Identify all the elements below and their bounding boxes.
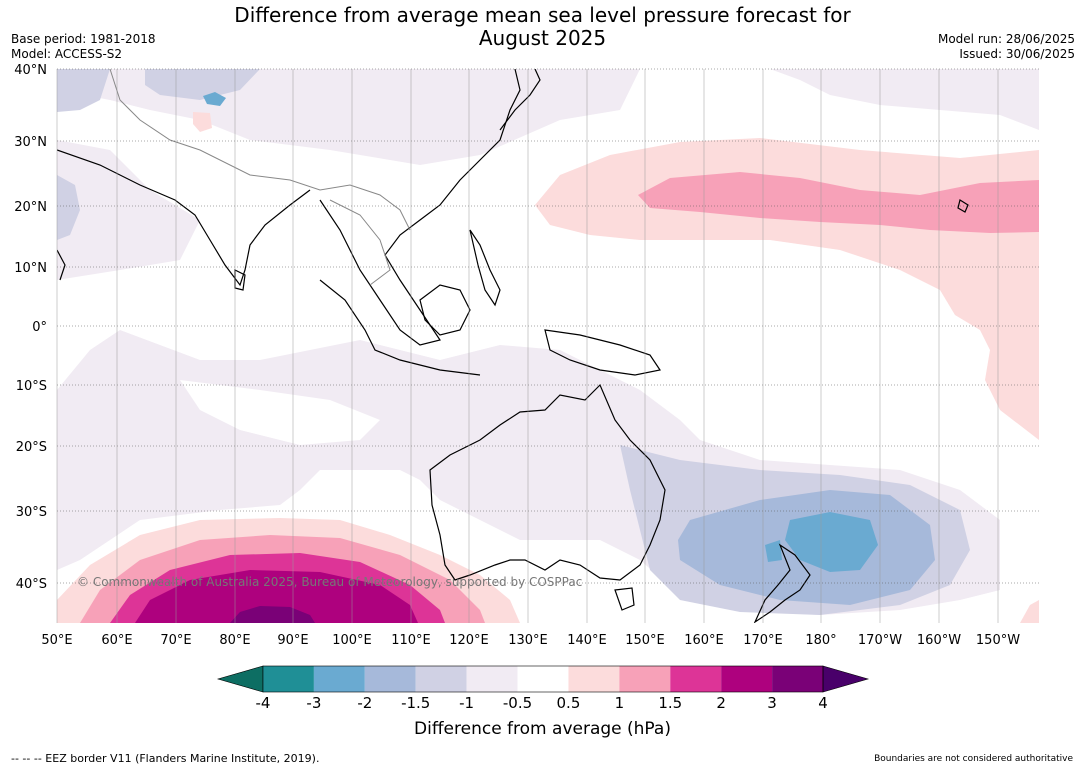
latitude-label: 0° (32, 320, 47, 335)
meta-left: Base period: 1981-2018 Model: ACCESS-S2 (11, 32, 156, 62)
colorbar-tick-label: 2 (716, 694, 726, 712)
anomaly-region-west-edge (57, 175, 80, 240)
anomaly-region-nw-lavender (57, 69, 260, 112)
coastline-borneo (419, 284, 471, 336)
graticule (56, 68, 1039, 623)
latitude-label: 30°S (16, 505, 47, 520)
coastline-arabia (57, 249, 66, 281)
colorbar-tick-label: 4 (818, 694, 828, 712)
boundary-disclaimer: Boundaries are not considered authoritat… (874, 754, 1073, 764)
anomaly-region-plus-half-se-corner (1020, 600, 1039, 623)
longitude-label: 140°E (567, 633, 607, 648)
coastline-sumatra-java (319, 279, 481, 376)
coastline-new-guinea (544, 329, 661, 376)
longitude-labels: 50°E 60°E 70°E 80°E 90°E 100°E 110°E 120°E 130°E… (41, 633, 1020, 648)
colorbar-title: Difference from average (hPa) (414, 719, 671, 739)
colorbar-segment (568, 666, 620, 692)
map-title: Difference from average mean sea level p… (0, 4, 1085, 50)
colorbar-tick-label: -3 (306, 694, 322, 712)
coastline-tasmania (614, 587, 635, 611)
model-name: Model: ACCESS-S2 (11, 47, 123, 61)
colorbar-tick-label: -1.5 (401, 694, 431, 712)
longitude-label: 60°E (101, 633, 132, 648)
longitude-label: 90°E (277, 633, 308, 648)
colorbar-tick-label: 1 (614, 694, 625, 712)
longitude-label: 100°E (332, 633, 372, 648)
colorbar-max-arrow (822, 665, 870, 693)
anomaly-region-low-northeast (770, 69, 1039, 130)
longitude-label: 170°W (858, 633, 902, 648)
colorbar-tick-label: -2 (357, 694, 373, 712)
latitude-label: 40°N (14, 63, 47, 78)
country-borders (109, 69, 411, 286)
longitude-label: 80°E (219, 633, 250, 648)
title-line-2: August 2025 (478, 26, 607, 50)
longitude-label: 160°E (684, 633, 724, 648)
coastline-philippines (469, 229, 501, 307)
anomaly-region-minus-three-small (765, 540, 782, 562)
longitude-label: 130°E (508, 633, 548, 648)
colorbar-segment (313, 666, 365, 692)
colorbar-tick-label: -1 (459, 694, 475, 712)
longitude-label: 180° (805, 633, 836, 648)
border-asia (109, 69, 411, 231)
anomaly-region-plus-three-south (230, 606, 315, 623)
latitude-label: 10°S (16, 379, 47, 394)
colorbar-min-arrow (216, 665, 264, 693)
latitude-label: 40°S (16, 577, 47, 592)
copyright-notice: © Commonwealth of Australia 2025, Bureau… (77, 575, 582, 589)
model-run: Model run: 28/06/2025 (937, 32, 1075, 46)
coastline-india (57, 149, 311, 287)
eez-legend-note: -- -- -- EEZ border V11 (Flanders Marine… (11, 752, 320, 765)
coastline-japan (499, 69, 541, 131)
meta-right: Model run: 28/06/2025 Issued: 30/06/2025 (938, 32, 1075, 62)
latitude-labels: 40°N 30°N 20°N 10°N 0° 10°S 20°S 30°S 40°S (14, 63, 47, 592)
longitude-label: 160°W (917, 633, 961, 648)
longitude-label: 150°W (976, 633, 1020, 648)
latitude-label: 20°N (14, 200, 47, 215)
coastline-hawaii (957, 199, 969, 213)
title-line-1: Difference from average mean sea level p… (234, 3, 851, 27)
anomaly-region-minus-three (785, 512, 878, 572)
issued-date: Issued: 30/06/2025 (959, 47, 1075, 61)
colorbar-segment (670, 666, 722, 692)
longitude-label: 50°E (41, 633, 72, 648)
colorbar-segment (466, 666, 518, 692)
colorbar-tick-label: -4 (255, 694, 271, 712)
anomaly-region-plus-two-south (135, 570, 418, 623)
longitude-label: 110°E (391, 633, 431, 648)
anomaly-region-interior-white (180, 380, 380, 445)
longitude-label: 70°E (160, 633, 191, 648)
colorbar-segment (263, 666, 314, 692)
border-indochina (329, 199, 391, 286)
colorbar (216, 665, 870, 693)
colorbar-tick-label: 0.5 (556, 694, 581, 712)
longitude-label: 120°E (449, 633, 489, 648)
longitude-label: 150°E (625, 633, 665, 648)
colorbar-segment (415, 666, 467, 692)
colorbar-segment (619, 666, 671, 692)
colorbar-frame (262, 665, 824, 693)
colorbar-segment (364, 666, 416, 692)
colorbar-segment (772, 666, 823, 692)
colorbar-tick-label: -0.5 (502, 694, 533, 712)
latitude-label: 10°N (14, 261, 47, 276)
colorbar-segment (517, 666, 569, 692)
longitude-label: 170°E (743, 633, 783, 648)
latitude-label: 30°N (14, 135, 47, 150)
anomaly-region-nw-blue (203, 92, 226, 106)
anomaly-fields (57, 69, 1039, 623)
anomaly-region-plus-half-small (193, 112, 212, 132)
latitude-label: 20°S (16, 440, 47, 455)
base-period: Base period: 1981-2018 (11, 32, 156, 46)
colorbar-segment (721, 666, 773, 692)
colorbar-tick-label: 3 (767, 694, 777, 712)
colorbar-tick-label: 1.5 (658, 694, 683, 712)
anomaly-region-low-west (57, 140, 200, 280)
coastline-new-zealand (753, 543, 811, 623)
